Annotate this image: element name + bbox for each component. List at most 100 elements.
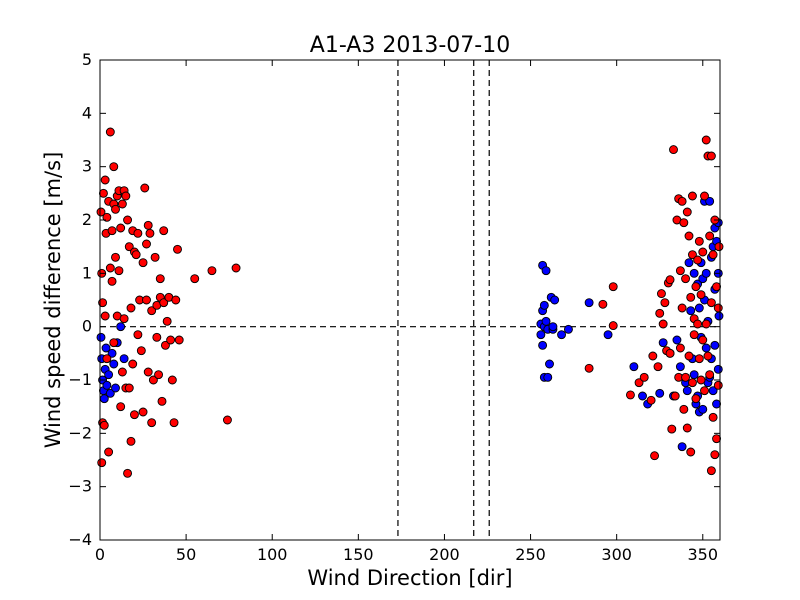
reference-lines [100, 60, 720, 540]
y-tick-label: 3 [82, 157, 92, 176]
data-point [126, 436, 136, 446]
data-point [114, 266, 124, 276]
y-tick-label: −2 [68, 423, 92, 442]
data-point [109, 359, 119, 369]
data-point [143, 220, 153, 230]
data-point [598, 299, 608, 309]
data-point [629, 362, 639, 372]
data-point [691, 394, 701, 404]
data-point [116, 322, 126, 332]
data-point [548, 322, 558, 332]
data-point [541, 266, 551, 276]
x-tick-label: 250 [515, 545, 546, 564]
data-point [706, 298, 716, 308]
y-tick-label: 4 [82, 103, 92, 122]
data-point [708, 250, 718, 260]
data-point [157, 396, 167, 406]
data-point [126, 303, 136, 313]
data-point [714, 242, 724, 252]
data-point [703, 351, 713, 361]
x-tick-label: 100 [257, 545, 288, 564]
data-point [698, 247, 708, 257]
data-point [138, 258, 148, 268]
data-point [714, 311, 724, 321]
data-point [653, 362, 663, 372]
data-point [658, 319, 668, 329]
y-tick-label: 2 [82, 210, 92, 229]
data-point [708, 412, 718, 422]
x-axis-label: Wind Direction [dir] [307, 566, 512, 590]
data-point [684, 231, 694, 241]
data-point [655, 388, 665, 398]
x-tick-label: 200 [429, 545, 460, 564]
data-point [675, 343, 685, 353]
data-point [148, 375, 158, 385]
data-point [538, 340, 548, 350]
data-point [679, 404, 689, 414]
data-point [109, 338, 119, 348]
data-point [160, 340, 170, 350]
data-point [99, 420, 109, 430]
data-point [100, 311, 110, 321]
data-point [625, 390, 635, 400]
data-point [700, 191, 709, 201]
data-point [696, 290, 706, 300]
data-point [557, 330, 567, 340]
data-point [107, 226, 117, 236]
data-point [712, 434, 722, 444]
data-point [712, 282, 722, 292]
data-point [147, 418, 157, 428]
data-point [655, 308, 665, 318]
data-point [131, 250, 141, 260]
data-point [145, 228, 155, 238]
data-point [694, 236, 704, 246]
data-point [679, 218, 689, 228]
data-point [231, 263, 241, 273]
data-point [159, 226, 169, 236]
data-point [646, 395, 656, 405]
data-point [123, 468, 133, 478]
data-point [102, 212, 112, 222]
data-point [700, 386, 709, 396]
data-point [124, 242, 134, 252]
data-point [128, 359, 138, 369]
data-point [710, 340, 720, 350]
data-point [117, 367, 127, 377]
x-tick-label: 0 [95, 545, 105, 564]
data-point [687, 250, 697, 260]
data-point [608, 282, 618, 292]
y-axis-ticks: −4 −3 −2 −1 0 1 2 3 4 5 [68, 50, 720, 549]
data-point [634, 378, 644, 388]
data-point [687, 378, 697, 388]
data-point [603, 330, 613, 340]
data-point [123, 215, 133, 225]
data-point [705, 196, 715, 206]
data-point [136, 346, 146, 356]
data-point [705, 231, 715, 241]
data-point [712, 399, 722, 409]
data-point [656, 289, 666, 299]
data-point [102, 354, 112, 364]
data-point [682, 423, 692, 433]
data-points [96, 127, 724, 478]
data-point [672, 335, 682, 345]
data-point [691, 282, 701, 292]
data-point [689, 268, 699, 278]
data-point [665, 275, 675, 285]
data-point [677, 303, 687, 313]
data-point [584, 363, 594, 373]
y-tick-label: −3 [68, 477, 92, 496]
data-point [705, 370, 715, 380]
data-point [701, 319, 711, 329]
data-point [133, 228, 143, 238]
data-point [689, 370, 699, 380]
data-point [169, 418, 179, 428]
data-point [550, 295, 560, 305]
data-point [689, 330, 699, 340]
x-axis-ticks: 0 50 100 150 200 250 300 350 [95, 60, 718, 564]
data-point [686, 447, 696, 457]
data-point [119, 314, 129, 324]
data-point [174, 335, 184, 345]
